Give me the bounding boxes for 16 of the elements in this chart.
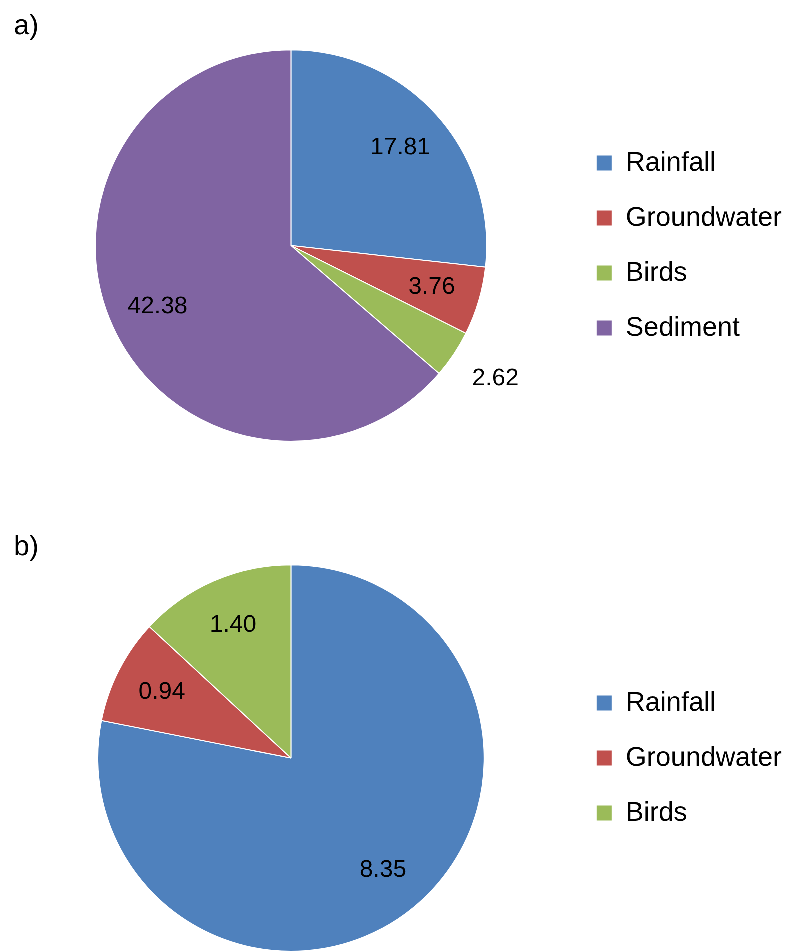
legend-label: Groundwater	[626, 742, 782, 772]
legend-label: Birds	[626, 796, 688, 827]
legend-label: Sediment	[626, 312, 740, 342]
data-label: 3.76	[408, 273, 456, 300]
chart-title: b)	[14, 530, 39, 562]
legend-label: Groundwater	[626, 202, 782, 232]
data-label: 2.62	[472, 364, 519, 392]
data-label: 8.35	[360, 856, 407, 883]
legend-label: Rainfall	[626, 146, 716, 177]
data-label: 42.38	[128, 292, 188, 320]
data-label: 1.40	[210, 611, 257, 638]
data-label: 17.81	[370, 134, 431, 161]
legend-label: Rainfall	[626, 686, 716, 717]
data-label: 0.94	[138, 678, 186, 706]
chart-title: a)	[14, 10, 39, 41]
legend-label: Birds	[626, 256, 688, 287]
